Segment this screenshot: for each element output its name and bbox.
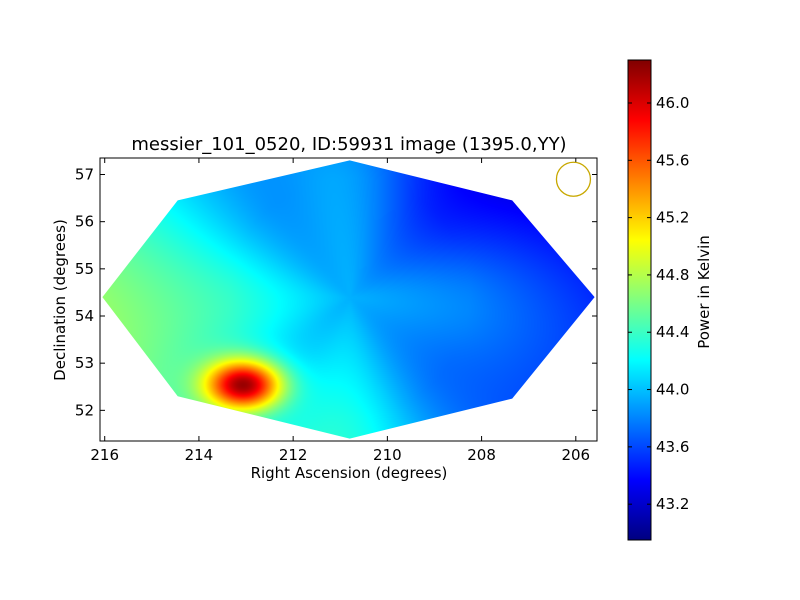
colorbar-tick-label: 43.2 (656, 495, 689, 513)
colorbar-tick-label: 45.2 (656, 209, 689, 227)
chart-title: messier_101_0520, ID:59931 image (1395.0… (131, 134, 566, 155)
colorbar-label: Power in Kelvin (695, 235, 713, 349)
x-tick-label: 210 (373, 446, 402, 464)
colorbar-tick-label: 43.6 (656, 438, 689, 456)
x-axis: 216 214 212 210 208 206 (90, 158, 590, 464)
heatmap (102, 160, 595, 439)
beam-marker (555, 161, 592, 197)
x-tick-label: 212 (279, 446, 308, 464)
heatmap-raster (102, 160, 595, 439)
y-axis-label: Declination (degrees) (51, 219, 69, 381)
colorbar-tick-label: 46.0 (656, 94, 689, 112)
x-tick-label: 216 (90, 446, 119, 464)
colorbar-tick-label: 44.0 (656, 381, 689, 399)
y-tick-label: 55 (75, 260, 94, 278)
y-tick-label: 57 (75, 166, 94, 184)
colorbar-tick-label: 44.8 (656, 266, 689, 284)
plot-frame (99, 157, 598, 442)
x-tick-label: 208 (467, 446, 496, 464)
x-tick-label: 206 (561, 446, 590, 464)
colorbar (627, 59, 652, 541)
x-axis-label: Right Ascension (degrees) (251, 464, 448, 482)
y-tick-label: 56 (75, 213, 94, 231)
colorbar-tick-label: 45.6 (656, 151, 689, 169)
x-tick-label: 214 (185, 446, 214, 464)
colorbar-tick-label: 44.4 (656, 323, 689, 341)
y-axis: 52 53 54 55 56 57 (75, 166, 597, 419)
y-tick-label: 53 (75, 354, 94, 372)
y-tick-label: 52 (75, 401, 94, 419)
colorbar-axis: 43.2 43.6 44.0 44.4 44.8 45.2 45.6 46.0 (628, 94, 689, 513)
y-tick-label: 54 (75, 307, 94, 325)
